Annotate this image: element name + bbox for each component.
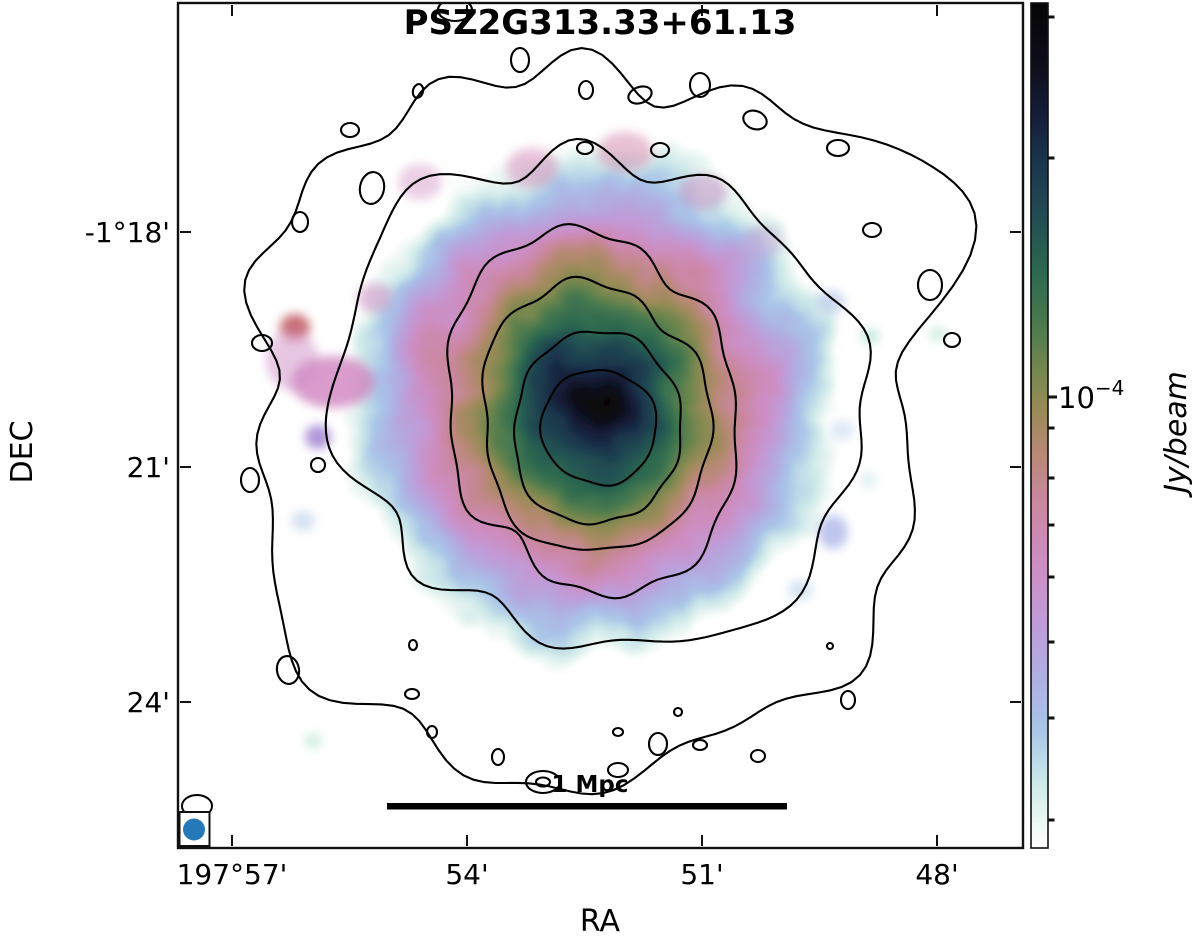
contour-blob — [649, 141, 671, 159]
diffuse-patch — [597, 132, 653, 172]
diffuse-patch — [304, 733, 322, 749]
contour-level — [446, 223, 738, 600]
diffuse-patch — [266, 330, 318, 390]
halo-layer — [340, 144, 846, 660]
contour-blob — [627, 85, 653, 105]
x-tick-label: 54' — [445, 858, 488, 891]
diffuse-patch — [859, 472, 877, 488]
contour-level — [538, 368, 658, 487]
contour-level — [512, 330, 682, 526]
patch-layer — [266, 132, 947, 749]
contour-blob — [425, 724, 439, 740]
contour-blob — [916, 268, 944, 302]
contour-blob — [825, 641, 835, 651]
y-axis-label: DEC — [5, 420, 40, 483]
contour-blob — [611, 726, 625, 738]
contour-blob — [239, 466, 261, 494]
annotation-layer: 1 Mpc — [179, 772, 787, 847]
contour-blob — [647, 731, 669, 757]
contour-blob — [577, 79, 595, 101]
contour-level — [243, 47, 978, 796]
x-axis-label: RA — [580, 904, 621, 939]
diffuse-patch — [818, 515, 848, 549]
axis-tick-labels: 197°57' 54' 51' 48' -1°18' 21' 24' — [85, 216, 959, 891]
plot-title: PSZ2G313.33+61.13 — [404, 3, 797, 43]
contour-blob — [749, 748, 767, 764]
contour-level — [324, 137, 872, 650]
contour-blob — [861, 221, 883, 239]
colorbar-layer: 10−4 Jy/beam — [1030, 2, 1194, 849]
contour-blob — [490, 747, 506, 767]
scale-bar — [387, 803, 787, 810]
diffuse-patch — [830, 420, 854, 440]
y-tick-label: 24' — [127, 686, 170, 719]
contour-blob — [403, 687, 421, 701]
scalebar-source-contour-inner — [534, 776, 552, 788]
contour-blob — [825, 138, 851, 158]
colorbar-gradient — [1030, 2, 1049, 849]
colorbar-unit-label: Jy/beam — [1159, 371, 1194, 498]
contour-blob — [358, 171, 386, 205]
axes-layer: 197°57' 54' 51' 48' -1°18' 21' 24' PSZ2G313.33… — [5, 1, 1025, 939]
scalebar-source-contour-outer — [524, 769, 562, 795]
contour-blob — [691, 738, 709, 752]
diffuse-patch — [291, 511, 315, 531]
contour-blob — [606, 761, 630, 779]
beam-ellipse — [183, 818, 205, 841]
contour-level — [481, 275, 715, 551]
scale-bar-label: 1 Mpc — [552, 772, 629, 798]
contour-blob — [509, 46, 531, 74]
contour-blob — [309, 456, 327, 474]
contour-blob — [407, 638, 419, 652]
plot-frame — [176, 1, 1025, 850]
x-tick-label: 51' — [680, 858, 723, 891]
diffuse-patch — [788, 580, 812, 600]
x-tick-label: 197°57' — [177, 858, 288, 891]
y-tick-label: -1°18' — [85, 216, 170, 249]
contour-blob — [672, 706, 684, 718]
diffuse-patch — [357, 283, 393, 313]
colorbar-major-tick-label: 10−4 — [1058, 376, 1124, 415]
x-tick-label: 48' — [915, 858, 958, 891]
contour-blob — [250, 333, 274, 353]
diffuse-patch — [679, 174, 727, 210]
contour-layer — [239, 4, 978, 796]
contour-blob — [942, 331, 962, 349]
colorbar-ticks — [1048, 15, 1057, 822]
contour-blob — [575, 140, 595, 156]
axis-ticks — [180, 5, 1021, 846]
diffuse-patch — [815, 290, 845, 314]
y-tick-label: 21' — [127, 451, 170, 484]
diffuse-patch — [929, 327, 947, 341]
diffuse-patch — [742, 226, 782, 258]
contour-blob — [839, 689, 857, 711]
contour-blob — [339, 121, 361, 139]
diffuse-patch — [305, 425, 331, 449]
contour-blob — [688, 71, 712, 99]
contour-blob — [411, 83, 425, 99]
contour-blob — [742, 109, 768, 131]
contour-blob — [275, 655, 301, 685]
contour-blob — [436, 4, 474, 23]
diffuse-patch — [398, 164, 442, 200]
contour-blob — [290, 210, 310, 234]
diffuse-halo-emission — [340, 144, 846, 660]
